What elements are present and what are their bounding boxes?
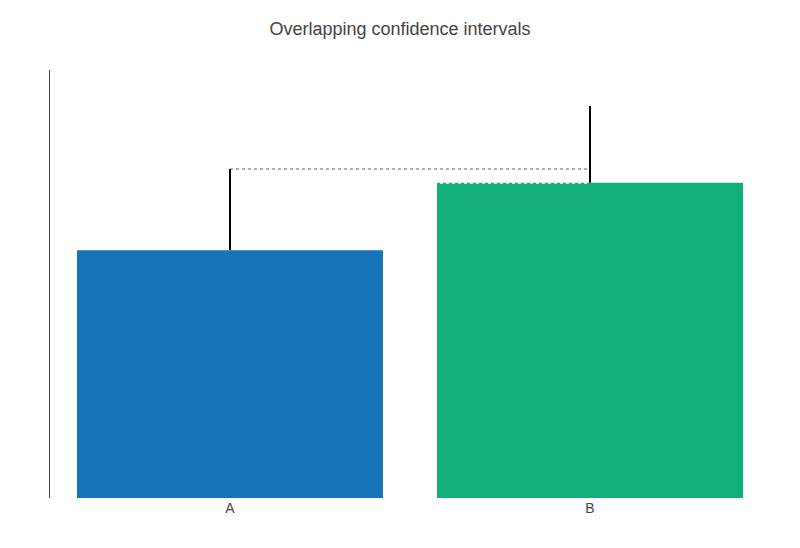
svg-text:B: B: [585, 500, 594, 516]
svg-text:A: A: [225, 500, 235, 516]
svg-text:Overlapping confidence interva: Overlapping confidence intervals: [269, 19, 530, 39]
